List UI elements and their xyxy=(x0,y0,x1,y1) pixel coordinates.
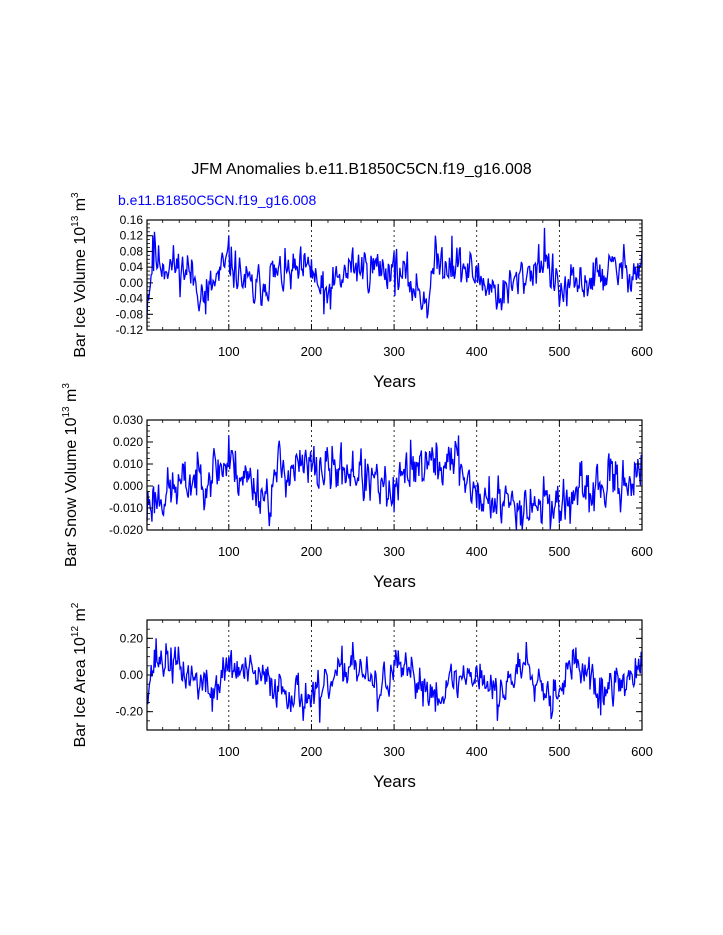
x-tick-label: 300 xyxy=(383,344,405,359)
x-tick-label: 500 xyxy=(549,344,571,359)
y-tick-label: 0.16 xyxy=(120,213,144,227)
data-series-line xyxy=(146,227,643,319)
x-tick-label: 500 xyxy=(549,744,571,759)
x-tick-label: 100 xyxy=(218,344,240,359)
x-tick-label: 600 xyxy=(631,344,653,359)
x-tick-label: 400 xyxy=(466,744,488,759)
figure-title: JFM Anomalies b.e11.B1850C5CN.f19_g16.00… xyxy=(191,161,531,178)
y-tick-label: 0.08 xyxy=(120,244,144,258)
y-tick-label: -0.04 xyxy=(116,292,144,306)
y-tick-label: -0.20 xyxy=(116,705,144,719)
x-tick-label: 200 xyxy=(301,744,323,759)
y-tick-label: 0.020 xyxy=(113,435,143,449)
y-tick-label: -0.010 xyxy=(109,501,143,515)
y-tick-label: -0.020 xyxy=(109,523,143,537)
x-tick-label: 400 xyxy=(466,544,488,559)
x-tick-label: 400 xyxy=(466,344,488,359)
y-tick-label: -0.08 xyxy=(116,307,144,321)
panels-group: 0.16 0.120.08 0.04 0.00 -0.04-0.08 -0.12 100 20… xyxy=(61,192,653,791)
x-tick-label: 600 xyxy=(631,544,653,559)
y-tick-label: 0.00 xyxy=(120,276,144,290)
y-tick-label: 0.030 xyxy=(113,413,143,427)
y-tick-label: 0.00 xyxy=(120,668,144,682)
y-axis-label: Bar Ice Area 1012 m2 xyxy=(70,602,89,747)
x-axis-label: Years xyxy=(373,772,416,791)
x-tick-label: 600 xyxy=(631,744,653,759)
data-series-line xyxy=(146,638,643,723)
y-tick-label: 0.000 xyxy=(113,479,143,493)
x-tick-label: 300 xyxy=(383,744,405,759)
y-tick-label: 0.010 xyxy=(113,457,143,471)
x-tick-label: 100 xyxy=(218,544,240,559)
chart-panel-ice-area: 0.20 0.00 -0.20 100 200 300 400 500 600 Years Bar … xyxy=(70,602,653,791)
x-tick-label: 300 xyxy=(383,544,405,559)
y-axis-label: Bar Ice Volume 1013 m3 xyxy=(70,192,89,358)
plot-frame xyxy=(146,419,643,531)
y-tick-label: 0.20 xyxy=(120,631,144,645)
data-series-line xyxy=(146,435,643,531)
x-tick-label: 200 xyxy=(301,344,323,359)
x-tick-label: 200 xyxy=(301,544,323,559)
x-axis-label: Years xyxy=(373,572,416,591)
x-axis-label: Years xyxy=(373,372,416,391)
chart-panel-ice-volume: 0.16 0.120.08 0.04 0.00 -0.04-0.08 -0.12 100 20… xyxy=(70,192,653,391)
series-label: b.e11.B1850C5CN.f19_g16.008 xyxy=(118,192,316,208)
y-tick-label: 0.04 xyxy=(120,260,144,274)
x-tick-label: 500 xyxy=(549,544,571,559)
chart-panel-snow-volume: 0.030 0.020 0.010 0.000 -0.010 -0.020 100 200 30… xyxy=(61,383,653,591)
y-axis-label: Bar Snow Volume 1013 m3 xyxy=(61,383,80,567)
y-tick-label: 0.12 xyxy=(120,229,144,243)
y-tick-label: -0.12 xyxy=(116,323,144,337)
x-tick-label: 100 xyxy=(218,744,240,759)
